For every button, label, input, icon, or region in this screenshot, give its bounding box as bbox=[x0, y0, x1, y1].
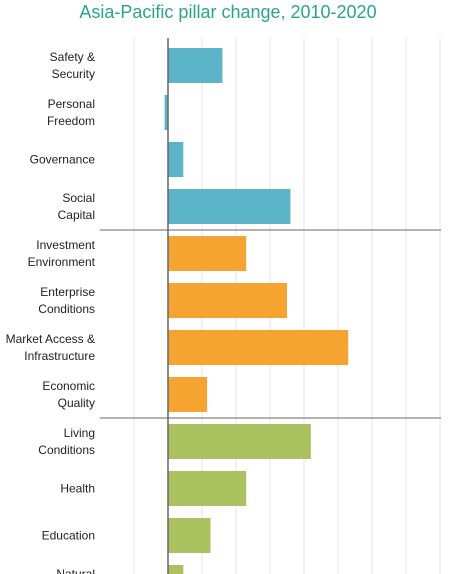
bar bbox=[168, 48, 223, 83]
category-label: Health bbox=[60, 481, 95, 495]
bar bbox=[168, 189, 291, 224]
category-label: Living Conditions bbox=[38, 425, 95, 457]
category-label: Education bbox=[41, 528, 95, 542]
bar bbox=[168, 142, 184, 177]
bar bbox=[168, 424, 311, 459]
category-label: Enterprise Conditions bbox=[38, 284, 95, 316]
bar bbox=[168, 471, 247, 506]
bar bbox=[168, 330, 349, 365]
category-label: Investment Environment bbox=[27, 237, 95, 269]
bar bbox=[168, 518, 211, 553]
category-label: Social Capital bbox=[57, 190, 95, 222]
bar bbox=[168, 236, 247, 271]
chart-title: Asia-Pacific pillar change, 2010-2020 bbox=[79, 2, 377, 22]
bar bbox=[168, 377, 208, 412]
bar bbox=[168, 283, 288, 318]
category-label: Natural Environment bbox=[56, 566, 95, 574]
category-label: Governance bbox=[29, 152, 95, 166]
category-label: Economic Quality bbox=[42, 378, 95, 410]
category-label: Safety & Security bbox=[49, 49, 95, 81]
category-label: Personal Freedom bbox=[46, 96, 95, 128]
bar bbox=[164, 95, 169, 130]
bar bbox=[168, 565, 184, 574]
category-label: Market Access & Infrastructure bbox=[5, 331, 95, 363]
